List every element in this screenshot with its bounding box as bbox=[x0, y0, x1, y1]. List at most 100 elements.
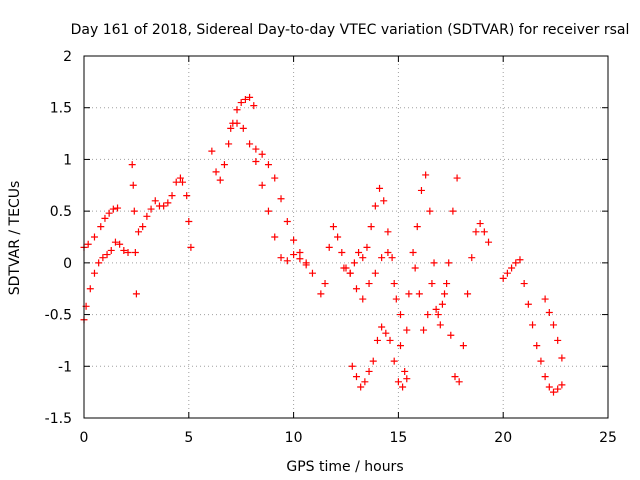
data-point bbox=[371, 269, 379, 277]
data-point bbox=[239, 124, 247, 132]
data-point bbox=[264, 207, 272, 215]
data-point bbox=[334, 233, 342, 241]
data-point bbox=[271, 233, 279, 241]
data-point bbox=[317, 290, 325, 298]
series-arc-4 bbox=[134, 174, 187, 236]
data-point bbox=[512, 259, 520, 267]
data-point bbox=[367, 223, 375, 231]
data-point bbox=[147, 205, 155, 213]
data-point bbox=[438, 300, 446, 308]
data-point bbox=[185, 217, 193, 225]
data-point bbox=[128, 161, 136, 169]
data-point bbox=[420, 326, 428, 334]
data-point bbox=[520, 280, 528, 288]
data-point bbox=[503, 269, 511, 277]
series-arc-8 bbox=[252, 145, 310, 267]
data-point bbox=[321, 280, 329, 288]
data-point bbox=[378, 254, 386, 262]
data-point bbox=[558, 354, 566, 362]
data-point bbox=[386, 336, 394, 344]
data-point bbox=[480, 228, 488, 236]
data-point bbox=[554, 385, 562, 393]
data-point bbox=[422, 171, 430, 179]
data-point bbox=[405, 290, 413, 298]
series-arc-5 bbox=[183, 192, 195, 251]
data-point bbox=[363, 243, 371, 251]
series-arc-10 bbox=[340, 249, 411, 334]
data-point bbox=[464, 290, 472, 298]
data-point bbox=[258, 181, 266, 189]
y-axis-label: SDTVAR / TECUs bbox=[7, 181, 23, 296]
data-point bbox=[394, 378, 402, 386]
data-point bbox=[430, 259, 438, 267]
data-point bbox=[131, 249, 139, 257]
y-tick-label: 2 bbox=[63, 49, 72, 65]
data-point bbox=[271, 174, 279, 182]
data-point bbox=[359, 295, 367, 303]
data-point bbox=[139, 223, 147, 231]
data-point bbox=[441, 290, 449, 298]
data-point bbox=[357, 383, 365, 391]
data-point bbox=[451, 373, 459, 381]
data-point bbox=[296, 249, 304, 257]
data-point bbox=[378, 323, 386, 331]
grid-lines bbox=[84, 56, 608, 418]
data-point bbox=[537, 357, 545, 365]
series-arc-11 bbox=[348, 323, 411, 391]
data-point bbox=[296, 255, 304, 263]
data-point bbox=[233, 119, 241, 127]
data-point bbox=[212, 168, 220, 176]
data-point bbox=[277, 254, 285, 262]
data-point bbox=[290, 236, 298, 244]
data-point bbox=[390, 357, 398, 365]
data-point bbox=[365, 367, 373, 375]
data-point bbox=[325, 243, 333, 251]
data-point bbox=[241, 95, 249, 103]
series-arc-2 bbox=[80, 238, 132, 324]
data-point bbox=[183, 192, 191, 200]
data-point bbox=[476, 220, 484, 228]
data-point bbox=[283, 217, 291, 225]
data-point bbox=[417, 186, 425, 194]
data-point bbox=[409, 249, 417, 257]
data-point bbox=[403, 375, 411, 383]
data-point bbox=[443, 280, 451, 288]
y-tick-label: -1.5 bbox=[45, 411, 72, 427]
series-arc-3 bbox=[128, 161, 140, 298]
data-point bbox=[90, 233, 98, 241]
series-arc-15 bbox=[541, 295, 566, 362]
data-point bbox=[365, 280, 373, 288]
data-point bbox=[376, 184, 384, 192]
data-point bbox=[384, 228, 392, 236]
data-point bbox=[392, 295, 400, 303]
series-arc-7 bbox=[227, 119, 316, 277]
data-point bbox=[346, 269, 354, 277]
y-tick-label: -0.5 bbox=[45, 308, 72, 324]
data-point bbox=[529, 321, 537, 329]
data-point bbox=[124, 249, 132, 257]
x-tick-label: 0 bbox=[80, 430, 89, 446]
data-point bbox=[541, 373, 549, 381]
data-point bbox=[329, 223, 337, 231]
data-point bbox=[396, 342, 404, 350]
x-axis-label: GPS time / hours bbox=[286, 459, 403, 475]
data-point bbox=[403, 326, 411, 334]
data-point bbox=[227, 124, 235, 132]
data-point bbox=[90, 269, 98, 277]
data-point bbox=[129, 181, 137, 189]
data-point bbox=[373, 336, 381, 344]
data-point bbox=[411, 264, 419, 272]
data-point bbox=[164, 199, 172, 207]
data-point bbox=[413, 223, 421, 231]
data-point bbox=[103, 251, 111, 259]
data-point bbox=[424, 311, 432, 319]
data-point bbox=[283, 257, 291, 265]
data-point bbox=[338, 249, 346, 257]
series-arc-12 bbox=[405, 171, 493, 386]
data-point bbox=[453, 174, 461, 182]
data-point bbox=[134, 228, 142, 236]
data-point bbox=[434, 311, 442, 319]
data-point bbox=[384, 249, 392, 257]
y-tick-label: 1.5 bbox=[50, 101, 72, 117]
